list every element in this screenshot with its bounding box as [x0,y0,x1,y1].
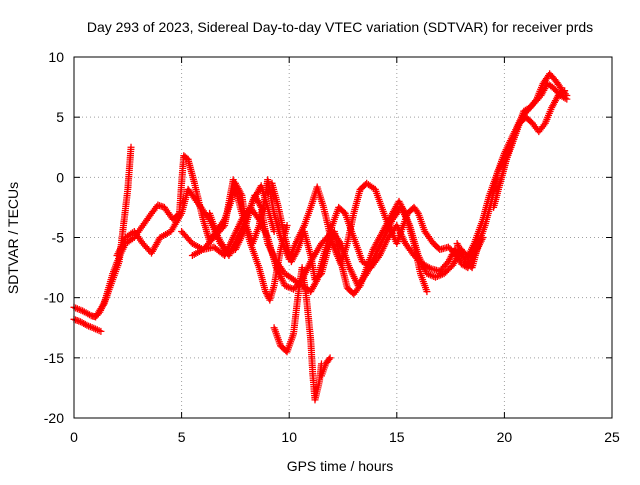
y-tick-label: -10 [44,290,64,306]
chart-title: Day 293 of 2023, Sidereal Day-to-day VTE… [87,19,593,35]
grid-layer [74,57,612,418]
x-tick-label: 25 [604,429,620,445]
x-axis-title: GPS time / hours [287,458,394,474]
data-series [70,315,105,335]
x-tick-label: 20 [497,429,513,445]
data-series [206,182,278,256]
data-point [270,227,278,235]
x-tick-label: 0 [70,429,78,445]
y-tick-label: 0 [56,169,64,185]
data-point [563,92,571,100]
x-tick-label: 5 [178,429,186,445]
data-point [283,221,291,229]
data-point [423,288,431,296]
x-tick-label: 15 [389,429,405,445]
axis-layer: 0 5 10 15 20 25 -20 -15 -10 -5 0 5 10 [44,49,620,445]
data-series [318,354,334,380]
data-layer [70,70,571,404]
y-tick-label: -5 [52,230,65,246]
y-tick-label: -20 [44,410,64,426]
data-series [70,143,135,321]
data-series [268,179,431,298]
data-point [97,327,105,335]
y-tick-label: 10 [48,49,64,65]
data-point [326,354,334,362]
data-point [99,301,107,309]
y-tick-label: 5 [56,109,64,125]
data-point [127,143,135,151]
data-series [490,87,569,211]
y-tick-label: -15 [44,350,64,366]
y-axis-title: SDTVAR / TECUs [5,182,21,294]
x-tick-label: 10 [281,429,297,445]
data-point [561,87,569,95]
data-point [325,355,333,363]
data-point [559,88,567,96]
data-point [219,223,227,231]
